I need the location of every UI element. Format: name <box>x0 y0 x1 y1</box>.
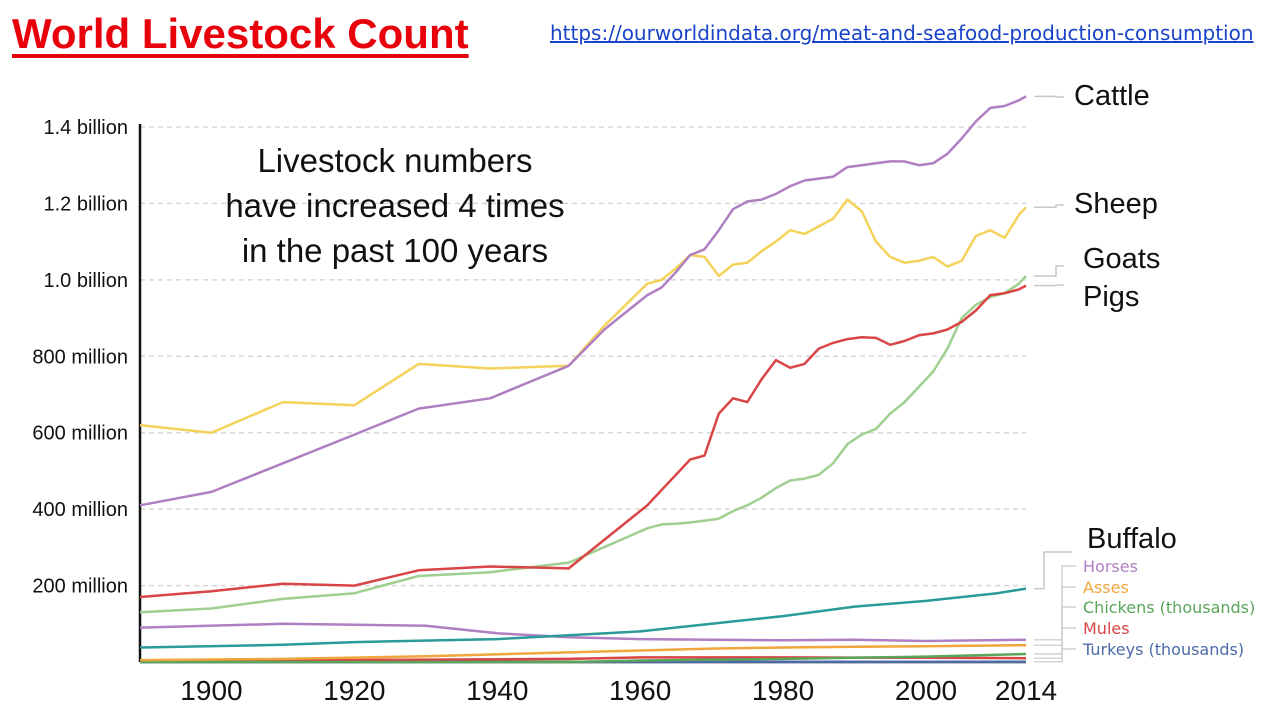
series-label-sheep: Sheep <box>1074 188 1158 220</box>
x-tick-label: 1980 <box>752 675 814 706</box>
x-tick-label: 1940 <box>466 675 528 706</box>
chart-title: World Livestock Count <box>12 10 469 57</box>
series-line-buffalo <box>139 587 1027 649</box>
series-lines <box>139 95 1027 664</box>
y-tick-label: 400 million <box>32 499 128 521</box>
series-label-pigs: Pigs <box>1083 281 1139 313</box>
series-line-goats <box>139 275 1027 614</box>
series-line-horses <box>139 622 1027 643</box>
leader-line-asses <box>1034 586 1076 646</box>
leader-line-horses <box>1034 565 1076 641</box>
gridlines <box>140 126 1026 587</box>
leader-line-buffalo <box>1034 551 1072 590</box>
y-tick-label: 1.0 billion <box>43 270 128 292</box>
x-axis: 1900 1920 1940 1960 1980 2000 2014 <box>140 660 1057 706</box>
x-tick-label: 1920 <box>323 675 385 706</box>
annotation-line-3: in the past 100 years <box>241 232 549 269</box>
source-link[interactable]: https://ourworldindata.org/meat-and-seaf… <box>550 21 1254 45</box>
series-label-goats: Goats <box>1083 243 1160 275</box>
y-tick-label: 1.2 billion <box>43 193 128 215</box>
leader-line-pigs <box>1034 284 1064 287</box>
series-line-asses <box>139 643 1027 662</box>
x-tick-label: 2000 <box>895 675 957 706</box>
annotation-text: Livestock numbers have increased 4 times… <box>190 138 600 273</box>
y-tick-label: 200 million <box>32 576 128 598</box>
series-label-horses: Horses <box>1083 557 1138 576</box>
series-line-chickens-thousands <box>140 652 1027 664</box>
series-label-turkeys-thousands: Turkeys (thousands) <box>1082 640 1244 659</box>
y-tick-label: 600 million <box>32 423 128 445</box>
leader-line-cattle <box>1034 95 1064 98</box>
y-tick-label: 1.4 billion <box>43 117 128 139</box>
leader-line-sheep <box>1034 204 1064 209</box>
series-label-asses: Asses <box>1083 578 1129 597</box>
x-tick-label: 2014 <box>995 675 1057 706</box>
series-line-pigs <box>139 284 1027 599</box>
series-line-sheep <box>139 198 1027 434</box>
leader-line-chickens-thousands <box>1034 606 1076 655</box>
series-labels: Cattle Sheep Goats Pigs Buffalo Horses AssesCh… <box>1034 80 1255 663</box>
y-axis: 200 million 400 million 600 million 800 mil… <box>32 117 142 662</box>
x-tick-label: 1900 <box>180 675 242 706</box>
series-label-cattle: Cattle <box>1074 80 1150 112</box>
series-label-buffalo: Buffalo <box>1087 523 1177 555</box>
series-label-mules: Mules <box>1083 619 1130 638</box>
leader-line-turkeys-thousands <box>1034 648 1076 663</box>
series-label-chickens-thousands: Chickens (thousands) <box>1083 598 1255 617</box>
leader-line-goats <box>1034 265 1064 277</box>
series-line-cattle <box>139 95 1027 507</box>
leader-line-mules <box>1034 627 1076 659</box>
annotation-line-2: have increased 4 times <box>225 187 565 224</box>
annotation-line-1: Livestock numbers <box>257 142 533 179</box>
x-tick-label: 1960 <box>609 675 671 706</box>
y-tick-label: 800 million <box>32 346 128 368</box>
series-line-mules <box>139 656 1027 663</box>
